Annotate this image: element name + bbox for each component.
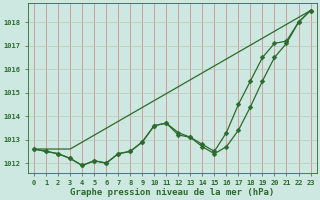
X-axis label: Graphe pression niveau de la mer (hPa): Graphe pression niveau de la mer (hPa) <box>70 188 275 197</box>
